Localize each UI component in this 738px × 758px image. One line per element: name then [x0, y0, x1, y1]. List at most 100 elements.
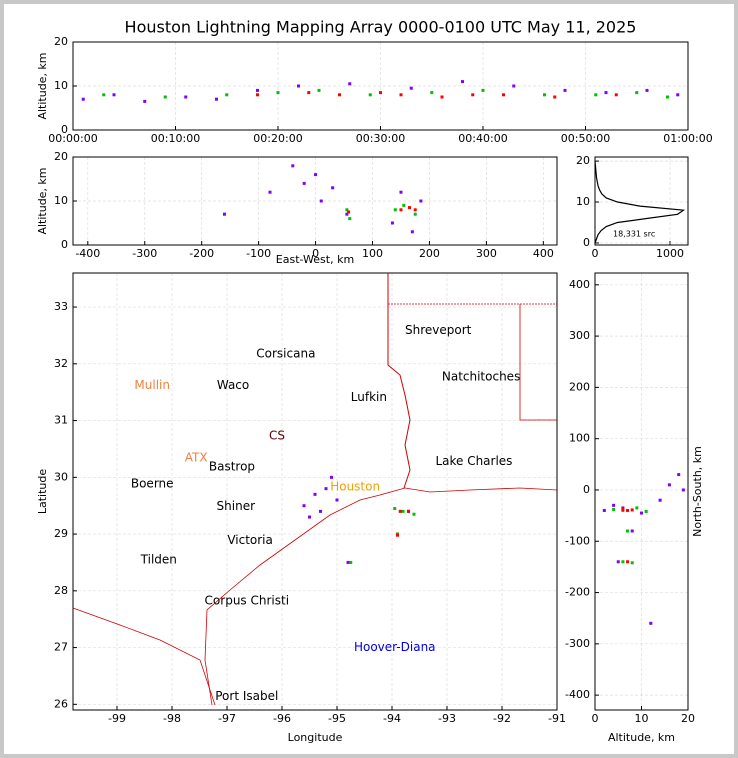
y-tick-label: 31: [54, 414, 68, 427]
source-point: [307, 91, 311, 95]
source-point: [621, 560, 625, 564]
source-point: [621, 506, 625, 510]
source-point: [612, 503, 616, 507]
city-label: Lake Charles: [435, 454, 512, 468]
x-tick-label: -98: [163, 712, 181, 725]
x-tick-label: 20: [681, 712, 695, 725]
source-point: [163, 95, 167, 99]
border: [72, 607, 216, 706]
x-tick-label: 0: [312, 247, 319, 260]
source-point: [658, 498, 662, 502]
source-point: [348, 217, 352, 221]
source-point: [563, 88, 567, 92]
source-point: [543, 93, 546, 97]
source-point: [319, 509, 322, 513]
source-point: [345, 208, 349, 212]
x-tick-label: -97: [218, 712, 236, 725]
source-point: [649, 621, 653, 625]
source-point: [302, 504, 306, 508]
city-label: Hoover-Diana: [354, 640, 436, 654]
y-tick-label: -300: [565, 637, 590, 650]
source-point: [302, 181, 306, 185]
source-point: [276, 91, 280, 95]
y-tick-label: 20: [54, 35, 68, 48]
city-label: Bastrop: [209, 460, 255, 474]
source-point: [398, 509, 402, 513]
city-label: Corsicana: [256, 347, 315, 361]
source-point: [512, 84, 516, 88]
x-tick-label: -96: [273, 712, 291, 725]
annotation: 18,331 src: [613, 230, 655, 239]
y-tick-label: 30: [54, 470, 68, 483]
source-point: [502, 93, 505, 97]
source-point: [640, 511, 643, 515]
source-point: [621, 507, 625, 511]
source-point: [407, 509, 410, 513]
source-point: [297, 84, 300, 88]
source-point: [630, 529, 634, 533]
y-tick-label: 10: [54, 79, 68, 92]
chart-title: Houston Lightning Mapping Array 0000-010…: [125, 18, 637, 37]
source-point: [143, 99, 147, 103]
x-tick-label: -200: [189, 247, 214, 260]
plot-frame: [594, 156, 689, 246]
x-tick-label: 10: [635, 712, 649, 725]
source-point: [399, 208, 403, 212]
source-point: [666, 95, 669, 99]
city-label: Port Isabel: [215, 689, 278, 703]
source-point: [215, 97, 218, 101]
source-point: [291, 164, 295, 168]
source-point: [399, 190, 403, 194]
source-point: [324, 487, 328, 491]
source-point: [256, 88, 259, 92]
x-tick-label: -93: [438, 712, 456, 725]
y-tick-label: 26: [54, 697, 68, 710]
source-point: [626, 529, 630, 533]
source-point: [330, 475, 333, 479]
x-tick-label: 00:40:00: [458, 132, 507, 145]
x-tick-label: 00:10:00: [151, 132, 200, 145]
source-point: [430, 91, 434, 95]
x-tick-label: -300: [132, 247, 157, 260]
map-outlines: [72, 273, 558, 706]
source-point: [225, 93, 229, 97]
source-point: [396, 533, 399, 537]
source-point: [440, 95, 444, 99]
y-tick-label: 10: [576, 195, 590, 208]
source-point: [338, 93, 341, 97]
y-axis-label: Altitude, km: [36, 167, 49, 234]
source-point: [368, 93, 372, 97]
y-tick-label: 0: [583, 236, 590, 249]
x-tick-label: 00:00:00: [48, 132, 97, 145]
source-point: [335, 498, 339, 502]
city-label: Victoria: [227, 533, 273, 547]
y-tick-label: 33: [54, 300, 68, 313]
source-point: [419, 199, 423, 203]
source-point: [393, 507, 397, 511]
source-point: [184, 95, 188, 99]
plot-frame: [72, 156, 558, 246]
city-label: CS: [269, 428, 285, 442]
state-border: [519, 304, 557, 421]
city-label: Corpus Christi: [205, 594, 290, 608]
source-point: [630, 561, 634, 565]
source-point: [667, 483, 671, 487]
y-tick-label: 29: [54, 527, 68, 540]
source-point: [644, 510, 648, 514]
source-histogram: [594, 161, 686, 244]
y-tick-label: 0: [61, 123, 68, 136]
source-point: [308, 515, 311, 519]
city-label: Natchitoches: [442, 369, 520, 383]
source-point: [676, 93, 680, 97]
x-tick-label: 300: [476, 247, 497, 260]
source-point: [379, 91, 382, 95]
y-tick-label: 100: [569, 432, 590, 445]
x-tick-label: -94: [383, 712, 401, 725]
y-tick-label: -400: [565, 688, 590, 701]
x-tick-label: 100: [362, 247, 383, 260]
x-tick-label: -100: [246, 247, 271, 260]
source-point: [413, 208, 417, 212]
source-point: [412, 512, 416, 516]
x-tick-label: 200: [419, 247, 440, 260]
